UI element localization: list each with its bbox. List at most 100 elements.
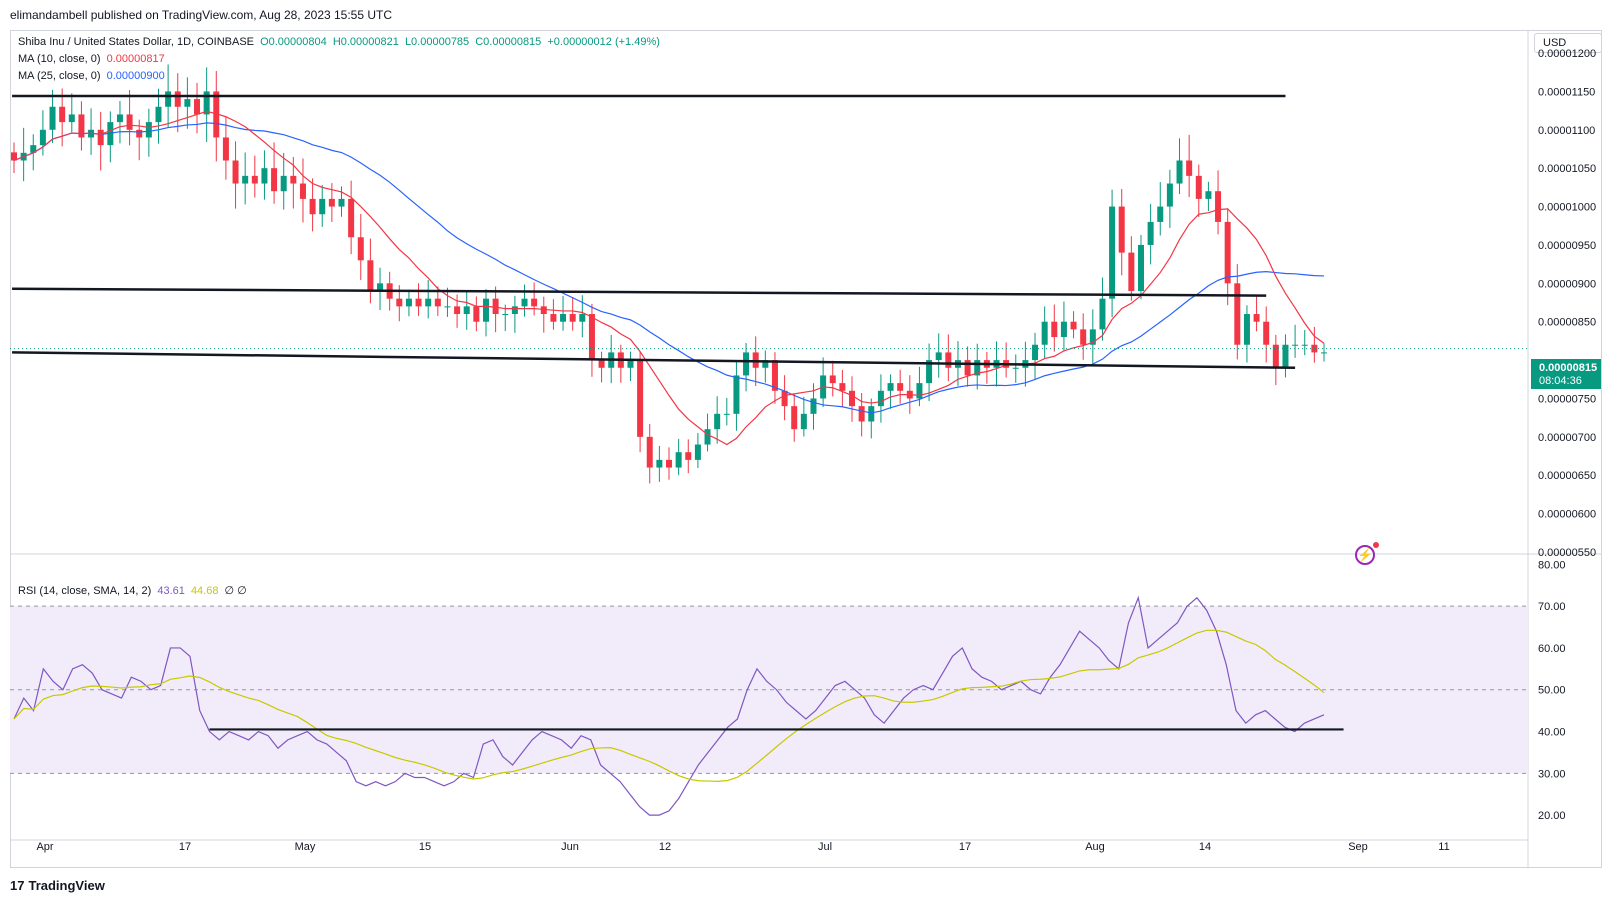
- price-tick-label: 0.00000650: [1538, 470, 1596, 482]
- candle-body: [714, 413, 721, 430]
- candle-body: [935, 352, 942, 361]
- candle-body: [531, 298, 538, 307]
- time-tick-label: 17: [959, 841, 971, 853]
- candle-body: [377, 283, 384, 291]
- price-tick-label: 0.00000850: [1538, 317, 1596, 329]
- candle-body: [849, 390, 856, 407]
- tradingview-brand: TradingView: [28, 878, 105, 893]
- low-value: L0.00000785: [404, 36, 470, 48]
- time-tick-label: May: [295, 841, 316, 853]
- candle-body: [396, 298, 403, 307]
- candle-body: [482, 298, 489, 322]
- candle-body: [1186, 160, 1193, 176]
- candle-body: [271, 168, 278, 192]
- rsi-extra: ∅ ∅: [224, 585, 247, 597]
- candle-body: [213, 91, 220, 138]
- rsi-tick-label: 50.00: [1538, 685, 1566, 697]
- candle-body: [1099, 298, 1106, 330]
- candle-body: [1205, 191, 1212, 199]
- candle-body: [203, 91, 210, 115]
- symbol-title[interactable]: Shiba Inu / United States Dollar, 1D, CO…: [18, 36, 255, 48]
- price-tick-label: 0.00000750: [1538, 393, 1596, 405]
- bar-countdown: 08:04:36: [1539, 375, 1582, 387]
- time-tick-label: Jul: [818, 841, 832, 853]
- price-tick-label: 0.00000950: [1538, 240, 1596, 252]
- candle-body: [569, 314, 576, 322]
- ma10-legend[interactable]: MA (10, close, 0) 0.00000817: [18, 53, 168, 65]
- tradingview-logo[interactable]: 17 TradingView: [10, 878, 105, 893]
- last-price-value: 0.00000815: [1539, 362, 1598, 374]
- candle-body: [1263, 321, 1270, 345]
- candle-body: [916, 383, 923, 399]
- candle-body: [1292, 344, 1299, 346]
- candle-body: [637, 360, 644, 437]
- candle-body: [579, 314, 586, 322]
- currency-button[interactable]: USD: [1534, 33, 1602, 53]
- support-trendline: [12, 351, 1296, 370]
- candle-body: [261, 168, 268, 184]
- candle-body: [771, 360, 778, 391]
- candle-body: [242, 175, 249, 184]
- rsi-line: [13, 595, 1325, 816]
- candle-body: [1195, 175, 1202, 199]
- ma10-label: MA (10, close, 0): [18, 53, 101, 65]
- candle-body: [1234, 283, 1241, 345]
- candle-body: [444, 306, 451, 308]
- candle-body: [492, 298, 499, 315]
- time-tick-label: 15: [419, 841, 431, 853]
- candle-body: [1321, 352, 1327, 354]
- rsi-tick-label: 80.00: [1538, 559, 1566, 571]
- time-tick-label: 17: [179, 841, 191, 853]
- candle-body: [280, 175, 287, 192]
- candle-body: [1032, 344, 1039, 361]
- candle-body: [800, 413, 807, 430]
- candle-body: [627, 360, 634, 368]
- time-tick-label: Aug: [1085, 841, 1105, 853]
- candle-body: [49, 106, 56, 130]
- price-tick-label: 0.00000600: [1538, 509, 1596, 521]
- candle-body: [68, 114, 75, 123]
- rsi-tick-label: 60.00: [1538, 643, 1566, 655]
- candle-body: [550, 314, 557, 322]
- lightning-icon[interactable]: ⚡: [1355, 545, 1375, 565]
- candle-body: [1272, 344, 1279, 368]
- candle-body: [1109, 206, 1116, 299]
- candle-body: [656, 459, 663, 468]
- candle-body: [1301, 344, 1308, 346]
- candle-body: [319, 198, 326, 215]
- last-price-tag: 0.00000815 08:04:36: [1531, 359, 1601, 389]
- price-tick-label: 0.00001100: [1538, 125, 1595, 137]
- rsi-tick-label: 40.00: [1538, 727, 1566, 739]
- price-tick-label: 0.00000700: [1538, 432, 1596, 444]
- candle-body: [1224, 221, 1231, 284]
- candle-body: [791, 406, 798, 430]
- candle-body: [299, 183, 306, 199]
- candle-body: [1118, 206, 1125, 253]
- rsi-sma-line: [13, 629, 1325, 782]
- candle-body: [136, 129, 143, 138]
- time-tick-label: 11: [1438, 841, 1449, 853]
- candle-body: [964, 360, 971, 376]
- candle-body: [646, 436, 653, 468]
- notification-dot: [1373, 542, 1379, 548]
- candle-body: [685, 452, 692, 460]
- ma25-value: 0.00000900: [106, 70, 165, 82]
- ma10-value: 0.00000817: [106, 53, 165, 65]
- candle-body: [11, 152, 17, 161]
- candle-body: [945, 352, 952, 368]
- candle-body: [251, 175, 258, 184]
- candle-body: [59, 106, 66, 123]
- tradingview-logo-mark: 17: [10, 878, 25, 893]
- change-value: +0.00000012 (+1.49%): [547, 36, 660, 48]
- candle-body: [723, 413, 730, 415]
- candle-body: [521, 298, 528, 307]
- candle-body: [473, 306, 480, 322]
- candle-body: [1282, 344, 1289, 368]
- candle-body: [1089, 329, 1096, 345]
- ma25-legend[interactable]: MA (25, close, 0) 0.00000900: [18, 70, 168, 82]
- candle-body: [540, 306, 547, 315]
- candle-body: [97, 129, 104, 146]
- rsi-legend[interactable]: RSI (14, close, SMA, 14, 2) 43.61 44.68 …: [18, 584, 250, 597]
- candle-body: [1166, 183, 1173, 207]
